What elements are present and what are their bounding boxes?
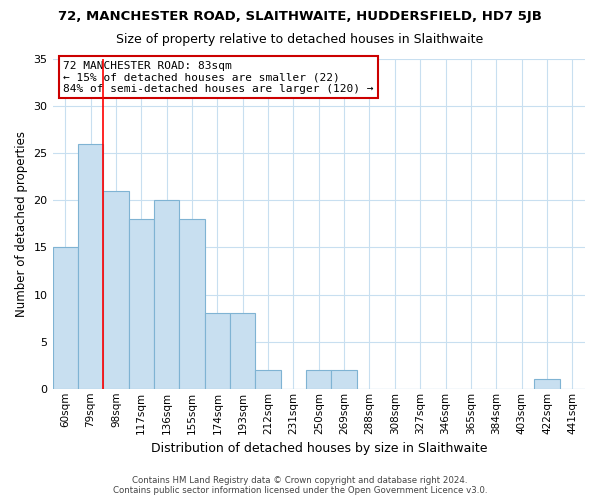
Bar bbox=[78, 144, 103, 389]
X-axis label: Distribution of detached houses by size in Slaithwaite: Distribution of detached houses by size … bbox=[151, 442, 487, 455]
Bar bbox=[256, 370, 281, 389]
Bar bbox=[154, 200, 179, 389]
Y-axis label: Number of detached properties: Number of detached properties bbox=[15, 131, 28, 317]
Bar bbox=[103, 191, 128, 389]
Text: Contains HM Land Registry data © Crown copyright and database right 2024.
Contai: Contains HM Land Registry data © Crown c… bbox=[113, 476, 487, 495]
Bar bbox=[534, 380, 560, 389]
Bar bbox=[331, 370, 357, 389]
Bar bbox=[205, 314, 230, 389]
Bar bbox=[179, 219, 205, 389]
Text: 72, MANCHESTER ROAD, SLAITHWAITE, HUDDERSFIELD, HD7 5JB: 72, MANCHESTER ROAD, SLAITHWAITE, HUDDER… bbox=[58, 10, 542, 23]
Bar bbox=[230, 314, 256, 389]
Text: 72 MANCHESTER ROAD: 83sqm
← 15% of detached houses are smaller (22)
84% of semi-: 72 MANCHESTER ROAD: 83sqm ← 15% of detac… bbox=[63, 60, 374, 94]
Text: Size of property relative to detached houses in Slaithwaite: Size of property relative to detached ho… bbox=[116, 32, 484, 46]
Bar bbox=[306, 370, 331, 389]
Bar bbox=[53, 248, 78, 389]
Bar bbox=[128, 219, 154, 389]
